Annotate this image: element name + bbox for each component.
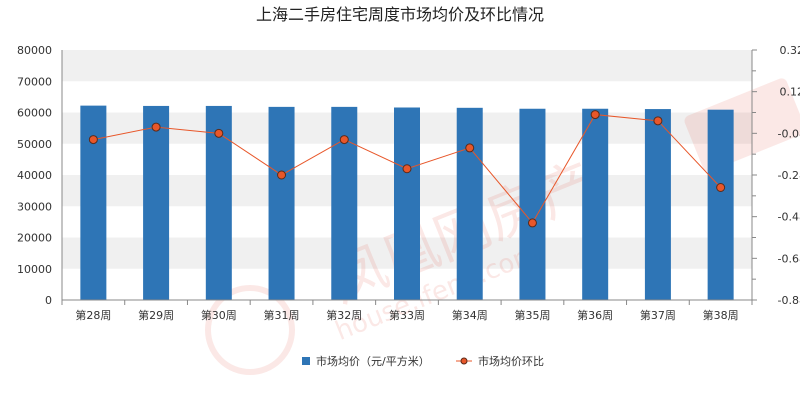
line-point-第34周 <box>465 143 475 153</box>
right-tick-label: 0.12% <box>780 86 800 99</box>
x-tick-label: 第31周 <box>264 308 300 322</box>
x-tick-label: 第28周 <box>75 308 111 322</box>
left-tick-label: 60000 <box>17 107 52 120</box>
left-tick-label: 40000 <box>17 169 52 182</box>
bar-series <box>80 105 734 300</box>
x-tick-label: 第30周 <box>201 308 237 322</box>
bar-第28周 <box>80 105 107 300</box>
legend-bar-label: 市场均价（元/平方米） <box>316 354 430 368</box>
right-tick-label: -0.48% <box>778 211 800 224</box>
bar-第38周 <box>707 109 734 300</box>
x-tick-label: 第29周 <box>138 308 174 322</box>
legend-bar-swatch <box>302 357 310 365</box>
left-tick-label: 80000 <box>17 44 52 57</box>
left-tick-label: 10000 <box>17 263 52 276</box>
grid-band <box>62 81 752 113</box>
bar-第31周 <box>268 106 295 300</box>
chart-title: 上海二手房住宅周度市场均价及环比情况 <box>256 5 544 24</box>
line-point-第32周 <box>339 135 349 145</box>
left-tick-label: 0 <box>45 294 52 307</box>
legend: 市场均价（元/平方米） 市场均价环比 <box>302 354 544 368</box>
x-tick-label: 第34周 <box>452 308 488 322</box>
watermark-logo-icon <box>205 285 295 375</box>
x-tick-label: 第38周 <box>703 308 739 322</box>
line-point-第35周 <box>527 218 537 228</box>
right-tick-label: -0.28% <box>778 169 800 182</box>
axes: 0 10000 20000 30000 40000 50000 60000 70000 8000… <box>17 44 800 322</box>
line-point-第38周 <box>716 183 726 192</box>
x-tick-label: 第35周 <box>514 308 550 322</box>
bar-第35周 <box>519 108 546 300</box>
line-point-第33周 <box>402 164 412 174</box>
left-tick-label: 30000 <box>17 200 52 213</box>
bar-第36周 <box>582 108 609 300</box>
left-tick-label: 50000 <box>17 138 52 151</box>
right-tick-label: -0.88% <box>778 294 800 307</box>
grid-band <box>62 50 752 82</box>
bar-第37周 <box>644 109 671 300</box>
bar-第29周 <box>143 105 170 300</box>
x-tick-label: 第32周 <box>326 308 362 322</box>
legend-line-label: 市场均价环比 <box>478 354 544 368</box>
line-point-第29周 <box>151 122 161 132</box>
right-tick-label: -0.68% <box>778 252 800 265</box>
line-point-第30周 <box>214 128 224 138</box>
right-tick-label: 0.32% <box>780 44 800 57</box>
line-point-第28周 <box>88 135 98 145</box>
legend-line-marker <box>460 357 468 365</box>
bar-第33周 <box>394 107 420 300</box>
bar-第30周 <box>205 105 232 300</box>
left-tick-label: 70000 <box>17 75 52 88</box>
x-tick-label: 第37周 <box>640 308 676 322</box>
line-series <box>88 110 726 228</box>
right-tick-label: -0.08% <box>778 127 800 140</box>
line-point-第37周 <box>653 116 663 126</box>
bar-第34周 <box>456 107 483 300</box>
x-tick-label: 第36周 <box>577 308 613 322</box>
line-point-第36周 <box>590 110 600 120</box>
x-tick-label: 第33周 <box>389 308 425 322</box>
line-point-第31周 <box>277 170 287 180</box>
left-tick-label: 20000 <box>17 232 52 245</box>
